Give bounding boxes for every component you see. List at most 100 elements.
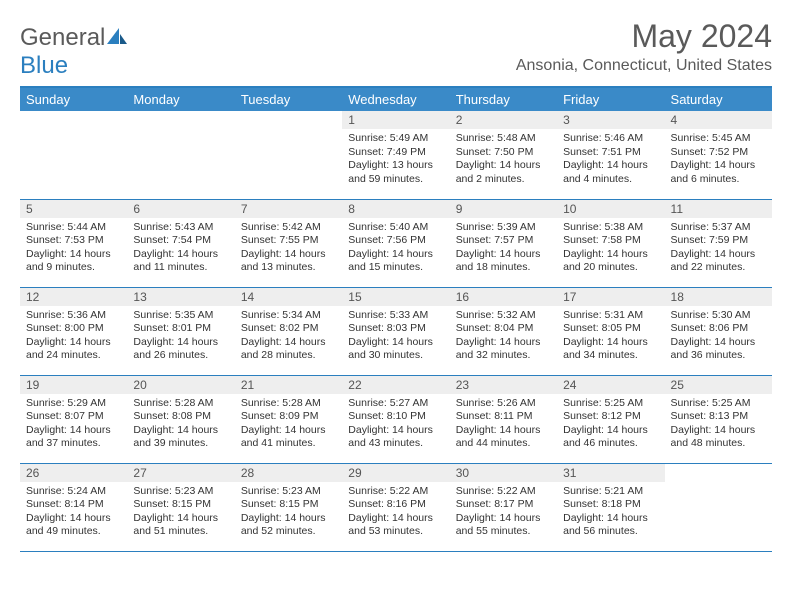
day-details: Sunrise: 5:25 AMSunset: 8:12 PMDaylight:…: [557, 394, 664, 456]
sunrise-line: Sunrise: 5:22 AM: [348, 485, 443, 499]
weekday-header: Wednesday: [342, 88, 449, 111]
daylight-line: Daylight: 14 hours and 9 minutes.: [26, 248, 121, 275]
day-number: 21: [235, 376, 342, 394]
sunset-line: Sunset: 8:07 PM: [26, 410, 121, 424]
weekday-header: Saturday: [665, 88, 772, 111]
day-number: 13: [127, 288, 234, 306]
calendar-cell: [235, 111, 342, 199]
sunrise-line: Sunrise: 5:43 AM: [133, 221, 228, 235]
sunset-line: Sunset: 7:55 PM: [241, 234, 336, 248]
calendar-week-row: 5Sunrise: 5:44 AMSunset: 7:53 PMDaylight…: [20, 199, 772, 287]
sunset-line: Sunset: 8:18 PM: [563, 498, 658, 512]
sunset-line: Sunset: 8:13 PM: [671, 410, 766, 424]
day-number: 2: [450, 111, 557, 129]
sunset-line: Sunset: 8:15 PM: [133, 498, 228, 512]
weekday-header: Monday: [127, 88, 234, 111]
sunrise-line: Sunrise: 5:46 AM: [563, 132, 658, 146]
day-number: 1: [342, 111, 449, 129]
day-details: Sunrise: 5:28 AMSunset: 8:09 PMDaylight:…: [235, 394, 342, 456]
calendar-cell: 6Sunrise: 5:43 AMSunset: 7:54 PMDaylight…: [127, 199, 234, 287]
sunset-line: Sunset: 8:01 PM: [133, 322, 228, 336]
day-details: Sunrise: 5:31 AMSunset: 8:05 PMDaylight:…: [557, 306, 664, 368]
calendar-cell: 1Sunrise: 5:49 AMSunset: 7:49 PMDaylight…: [342, 111, 449, 199]
sunset-line: Sunset: 7:53 PM: [26, 234, 121, 248]
day-number: 14: [235, 288, 342, 306]
calendar-cell: 30Sunrise: 5:22 AMSunset: 8:17 PMDayligh…: [450, 463, 557, 551]
daylight-line: Daylight: 14 hours and 6 minutes.: [671, 159, 766, 186]
day-number: 18: [665, 288, 772, 306]
daylight-line: Daylight: 14 hours and 49 minutes.: [26, 512, 121, 539]
day-number: 24: [557, 376, 664, 394]
sunrise-line: Sunrise: 5:35 AM: [133, 309, 228, 323]
daylight-line: Daylight: 14 hours and 44 minutes.: [456, 424, 551, 451]
daylight-line: Daylight: 14 hours and 34 minutes.: [563, 336, 658, 363]
day-details: Sunrise: 5:21 AMSunset: 8:18 PMDaylight:…: [557, 482, 664, 544]
sunrise-line: Sunrise: 5:33 AM: [348, 309, 443, 323]
sunrise-line: Sunrise: 5:28 AM: [241, 397, 336, 411]
daylight-line: Daylight: 14 hours and 28 minutes.: [241, 336, 336, 363]
daylight-line: Daylight: 14 hours and 39 minutes.: [133, 424, 228, 451]
day-number: 10: [557, 200, 664, 218]
day-details: Sunrise: 5:22 AMSunset: 8:17 PMDaylight:…: [450, 482, 557, 544]
daylight-line: Daylight: 14 hours and 55 minutes.: [456, 512, 551, 539]
calendar-cell: 22Sunrise: 5:27 AMSunset: 8:10 PMDayligh…: [342, 375, 449, 463]
day-details: Sunrise: 5:30 AMSunset: 8:06 PMDaylight:…: [665, 306, 772, 368]
sunrise-line: Sunrise: 5:23 AM: [241, 485, 336, 499]
calendar-table: SundayMondayTuesdayWednesdayThursdayFrid…: [20, 88, 772, 552]
sunrise-line: Sunrise: 5:39 AM: [456, 221, 551, 235]
header: GeneralBlue May 2024 Ansonia, Connecticu…: [20, 18, 772, 80]
daylight-line: Daylight: 14 hours and 20 minutes.: [563, 248, 658, 275]
sunset-line: Sunset: 8:17 PM: [456, 498, 551, 512]
calendar-cell: 2Sunrise: 5:48 AMSunset: 7:50 PMDaylight…: [450, 111, 557, 199]
sunset-line: Sunset: 7:58 PM: [563, 234, 658, 248]
day-number: 15: [342, 288, 449, 306]
calendar-week-row: 1Sunrise: 5:49 AMSunset: 7:49 PMDaylight…: [20, 111, 772, 199]
day-number: 7: [235, 200, 342, 218]
empty-day: [235, 111, 342, 129]
daylight-line: Daylight: 14 hours and 22 minutes.: [671, 248, 766, 275]
day-details: Sunrise: 5:22 AMSunset: 8:16 PMDaylight:…: [342, 482, 449, 544]
sunrise-line: Sunrise: 5:31 AM: [563, 309, 658, 323]
sunset-line: Sunset: 8:05 PM: [563, 322, 658, 336]
day-details: Sunrise: 5:32 AMSunset: 8:04 PMDaylight:…: [450, 306, 557, 368]
sunset-line: Sunset: 8:16 PM: [348, 498, 443, 512]
day-number: 27: [127, 464, 234, 482]
day-details: Sunrise: 5:25 AMSunset: 8:13 PMDaylight:…: [665, 394, 772, 456]
calendar-cell: 26Sunrise: 5:24 AMSunset: 8:14 PMDayligh…: [20, 463, 127, 551]
sunset-line: Sunset: 8:09 PM: [241, 410, 336, 424]
day-number: 26: [20, 464, 127, 482]
day-number: 4: [665, 111, 772, 129]
day-details: Sunrise: 5:35 AMSunset: 8:01 PMDaylight:…: [127, 306, 234, 368]
daylight-line: Daylight: 14 hours and 24 minutes.: [26, 336, 121, 363]
day-details: Sunrise: 5:43 AMSunset: 7:54 PMDaylight:…: [127, 218, 234, 280]
calendar-cell: 28Sunrise: 5:23 AMSunset: 8:15 PMDayligh…: [235, 463, 342, 551]
calendar-cell: 21Sunrise: 5:28 AMSunset: 8:09 PMDayligh…: [235, 375, 342, 463]
calendar-week-row: 12Sunrise: 5:36 AMSunset: 8:00 PMDayligh…: [20, 287, 772, 375]
calendar-cell: 8Sunrise: 5:40 AMSunset: 7:56 PMDaylight…: [342, 199, 449, 287]
day-number: 8: [342, 200, 449, 218]
day-number: 31: [557, 464, 664, 482]
sunrise-line: Sunrise: 5:29 AM: [26, 397, 121, 411]
sunset-line: Sunset: 7:52 PM: [671, 146, 766, 160]
day-number: 5: [20, 200, 127, 218]
day-number: 25: [665, 376, 772, 394]
day-details: Sunrise: 5:39 AMSunset: 7:57 PMDaylight:…: [450, 218, 557, 280]
day-details: Sunrise: 5:46 AMSunset: 7:51 PMDaylight:…: [557, 129, 664, 191]
day-number: 30: [450, 464, 557, 482]
daylight-line: Daylight: 14 hours and 46 minutes.: [563, 424, 658, 451]
title-block: May 2024 Ansonia, Connecticut, United St…: [516, 18, 772, 75]
day-details: Sunrise: 5:27 AMSunset: 8:10 PMDaylight:…: [342, 394, 449, 456]
sunrise-line: Sunrise: 5:23 AM: [133, 485, 228, 499]
calendar-week-row: 19Sunrise: 5:29 AMSunset: 8:07 PMDayligh…: [20, 375, 772, 463]
day-details: Sunrise: 5:28 AMSunset: 8:08 PMDaylight:…: [127, 394, 234, 456]
sunrise-line: Sunrise: 5:37 AM: [671, 221, 766, 235]
sunset-line: Sunset: 7:50 PM: [456, 146, 551, 160]
sunset-line: Sunset: 8:15 PM: [241, 498, 336, 512]
empty-day: [20, 111, 127, 129]
daylight-line: Daylight: 14 hours and 32 minutes.: [456, 336, 551, 363]
sunset-line: Sunset: 8:12 PM: [563, 410, 658, 424]
sunrise-line: Sunrise: 5:45 AM: [671, 132, 766, 146]
sunrise-line: Sunrise: 5:24 AM: [26, 485, 121, 499]
calendar-cell: 12Sunrise: 5:36 AMSunset: 8:00 PMDayligh…: [20, 287, 127, 375]
sunrise-line: Sunrise: 5:21 AM: [563, 485, 658, 499]
